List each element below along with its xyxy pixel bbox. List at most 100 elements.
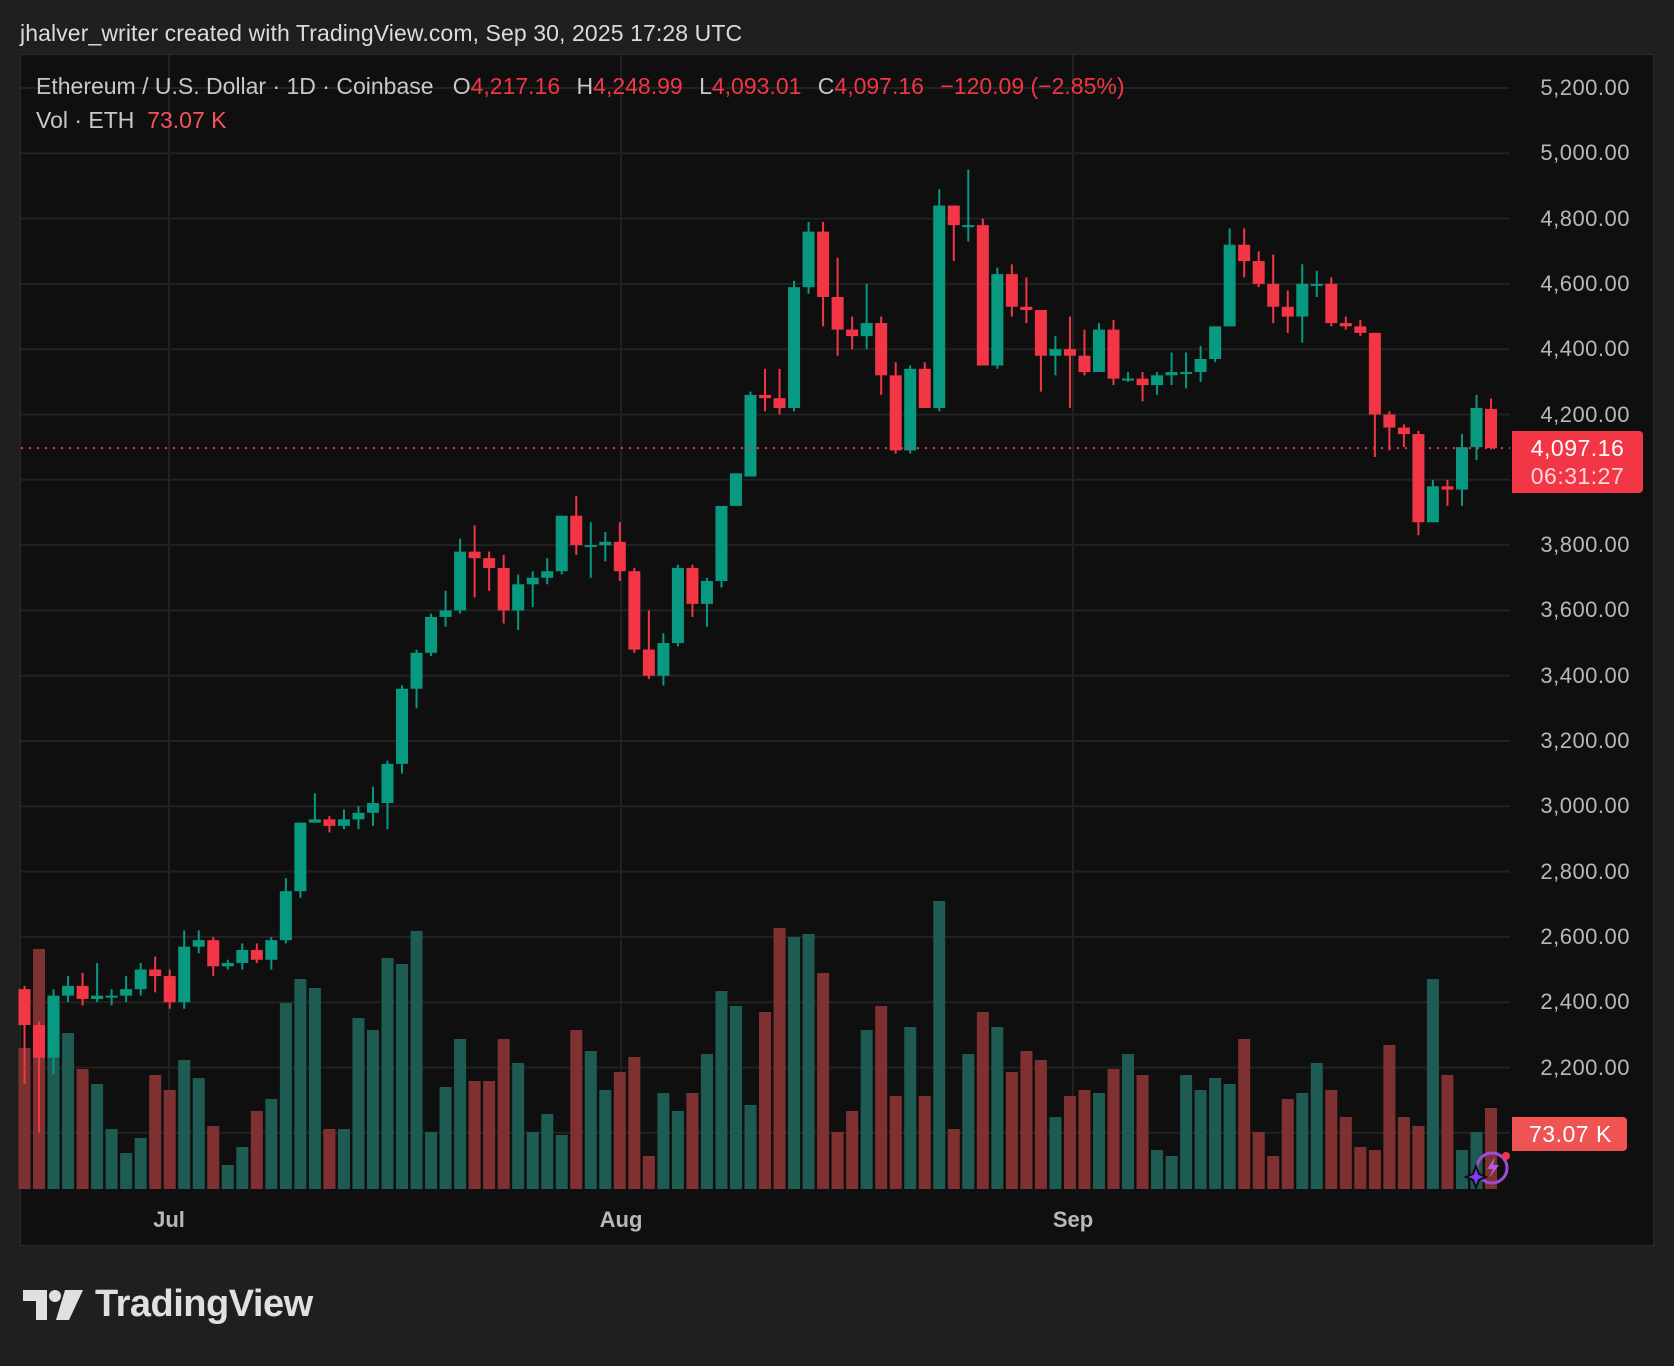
candle-body [250,949,263,960]
volume-bar [497,1039,510,1189]
volume-bar [163,1090,176,1189]
candle-body [236,949,249,964]
volume-bar [1194,1090,1207,1189]
high-label: H [576,73,594,99]
candle-body [265,940,278,960]
volume-bar [1441,1075,1454,1189]
candle-body [207,940,220,967]
volume-bar [105,1129,118,1189]
volume-bar [1383,1045,1396,1189]
price-axis-label: 4,800.00 [1540,205,1630,231]
candle-body [1020,306,1033,311]
price-axis-label: 3,000.00 [1540,793,1630,819]
price-axis-label: 2,800.00 [1540,858,1630,884]
price-axis-label: 5,200.00 [1540,75,1630,100]
volume-bar [76,1069,89,1189]
candle-body [1165,372,1178,376]
candle-body [1078,355,1091,373]
volume-bar [657,1093,670,1189]
candle-body [657,643,670,676]
volume-label[interactable]: Vol · ETH [36,107,135,133]
candle-body [904,368,917,451]
candle-body [715,505,728,582]
volume-bar [889,1096,902,1189]
candle-body [1107,329,1120,379]
volume-bar [744,1105,757,1189]
volume-bar [294,979,307,1189]
volume-badge: 73.07 K [1512,1117,1627,1151]
candle-body [323,819,336,826]
candle-body [1063,349,1076,356]
volume-bar [352,1018,365,1189]
price-axis-label: 2,600.00 [1540,923,1630,949]
candle-body [642,649,655,676]
candle-body [1455,447,1468,490]
candle-body [846,329,859,337]
candle-body [875,323,888,376]
volume-bar [366,1030,379,1189]
candle-body [192,940,205,947]
candle-body [962,225,975,228]
volume-bar [62,1033,75,1189]
tradingview-logo-icon [23,1289,83,1320]
volume-bar [1397,1117,1410,1189]
low-value: 4,093.01 [711,73,802,99]
candle-body [889,375,902,451]
candle-body [47,995,60,1058]
candle-body [671,567,684,644]
volume-bar [91,1084,104,1189]
ai-assistant-button[interactable] [1463,1144,1512,1192]
volume-bar [947,1129,960,1189]
volume-bar [817,973,830,1189]
candle-body [584,545,597,548]
candle-body [1238,244,1251,262]
candle-body [759,394,772,399]
candle-body [1397,427,1410,435]
volume-bar [1281,1099,1294,1189]
candle-body [744,394,757,477]
candle-body [1267,283,1280,307]
candle-body [512,584,525,611]
volume-bar [425,1132,438,1189]
volume-bar [221,1165,234,1189]
candle-body [1252,261,1265,284]
candle-body [18,989,31,1026]
volume-bar [846,1111,859,1189]
symbol-title[interactable]: Ethereum / U.S. Dollar · 1D · Coinbase [36,73,434,99]
volume-bar [976,1012,989,1189]
chart-pane[interactable] [20,54,1654,1246]
candle-body [221,963,234,967]
candle-body [1470,407,1483,448]
volume-bar [555,1135,568,1189]
volume-bar [1005,1072,1018,1189]
volume-bar [1063,1096,1076,1189]
sparkle-lightning-icon [1463,1151,1510,1191]
volume-bar [599,1090,612,1189]
candle-body [613,541,626,572]
candle-body [729,473,742,506]
candle-body [1339,323,1352,327]
candle-body [294,822,307,892]
volume-bar [1354,1147,1367,1189]
volume-bar [613,1072,626,1189]
candle-body [628,571,641,650]
volume-bar [178,1060,191,1189]
close-value: 4,097.16 [834,73,924,99]
volume-bar [308,988,321,1189]
candle-body [991,274,1004,366]
candle-body [134,969,147,990]
candle-body [1136,378,1149,386]
price-axis-label: 3,200.00 [1540,728,1630,753]
candle-body [1325,283,1338,324]
volume-bar [1267,1156,1280,1189]
volume-bar [1136,1075,1149,1189]
candle-body [933,205,946,408]
volume-bar [1034,1060,1047,1189]
volume-bar [860,1030,873,1189]
price-axis-label: 3,400.00 [1540,662,1630,688]
last-price-badge: 4,097.16 06:31:27 [1512,431,1643,493]
volume-bar [1020,1051,1033,1189]
volume-bar [729,1006,742,1189]
tradingview-logo[interactable]: TradingView [23,1283,313,1326]
